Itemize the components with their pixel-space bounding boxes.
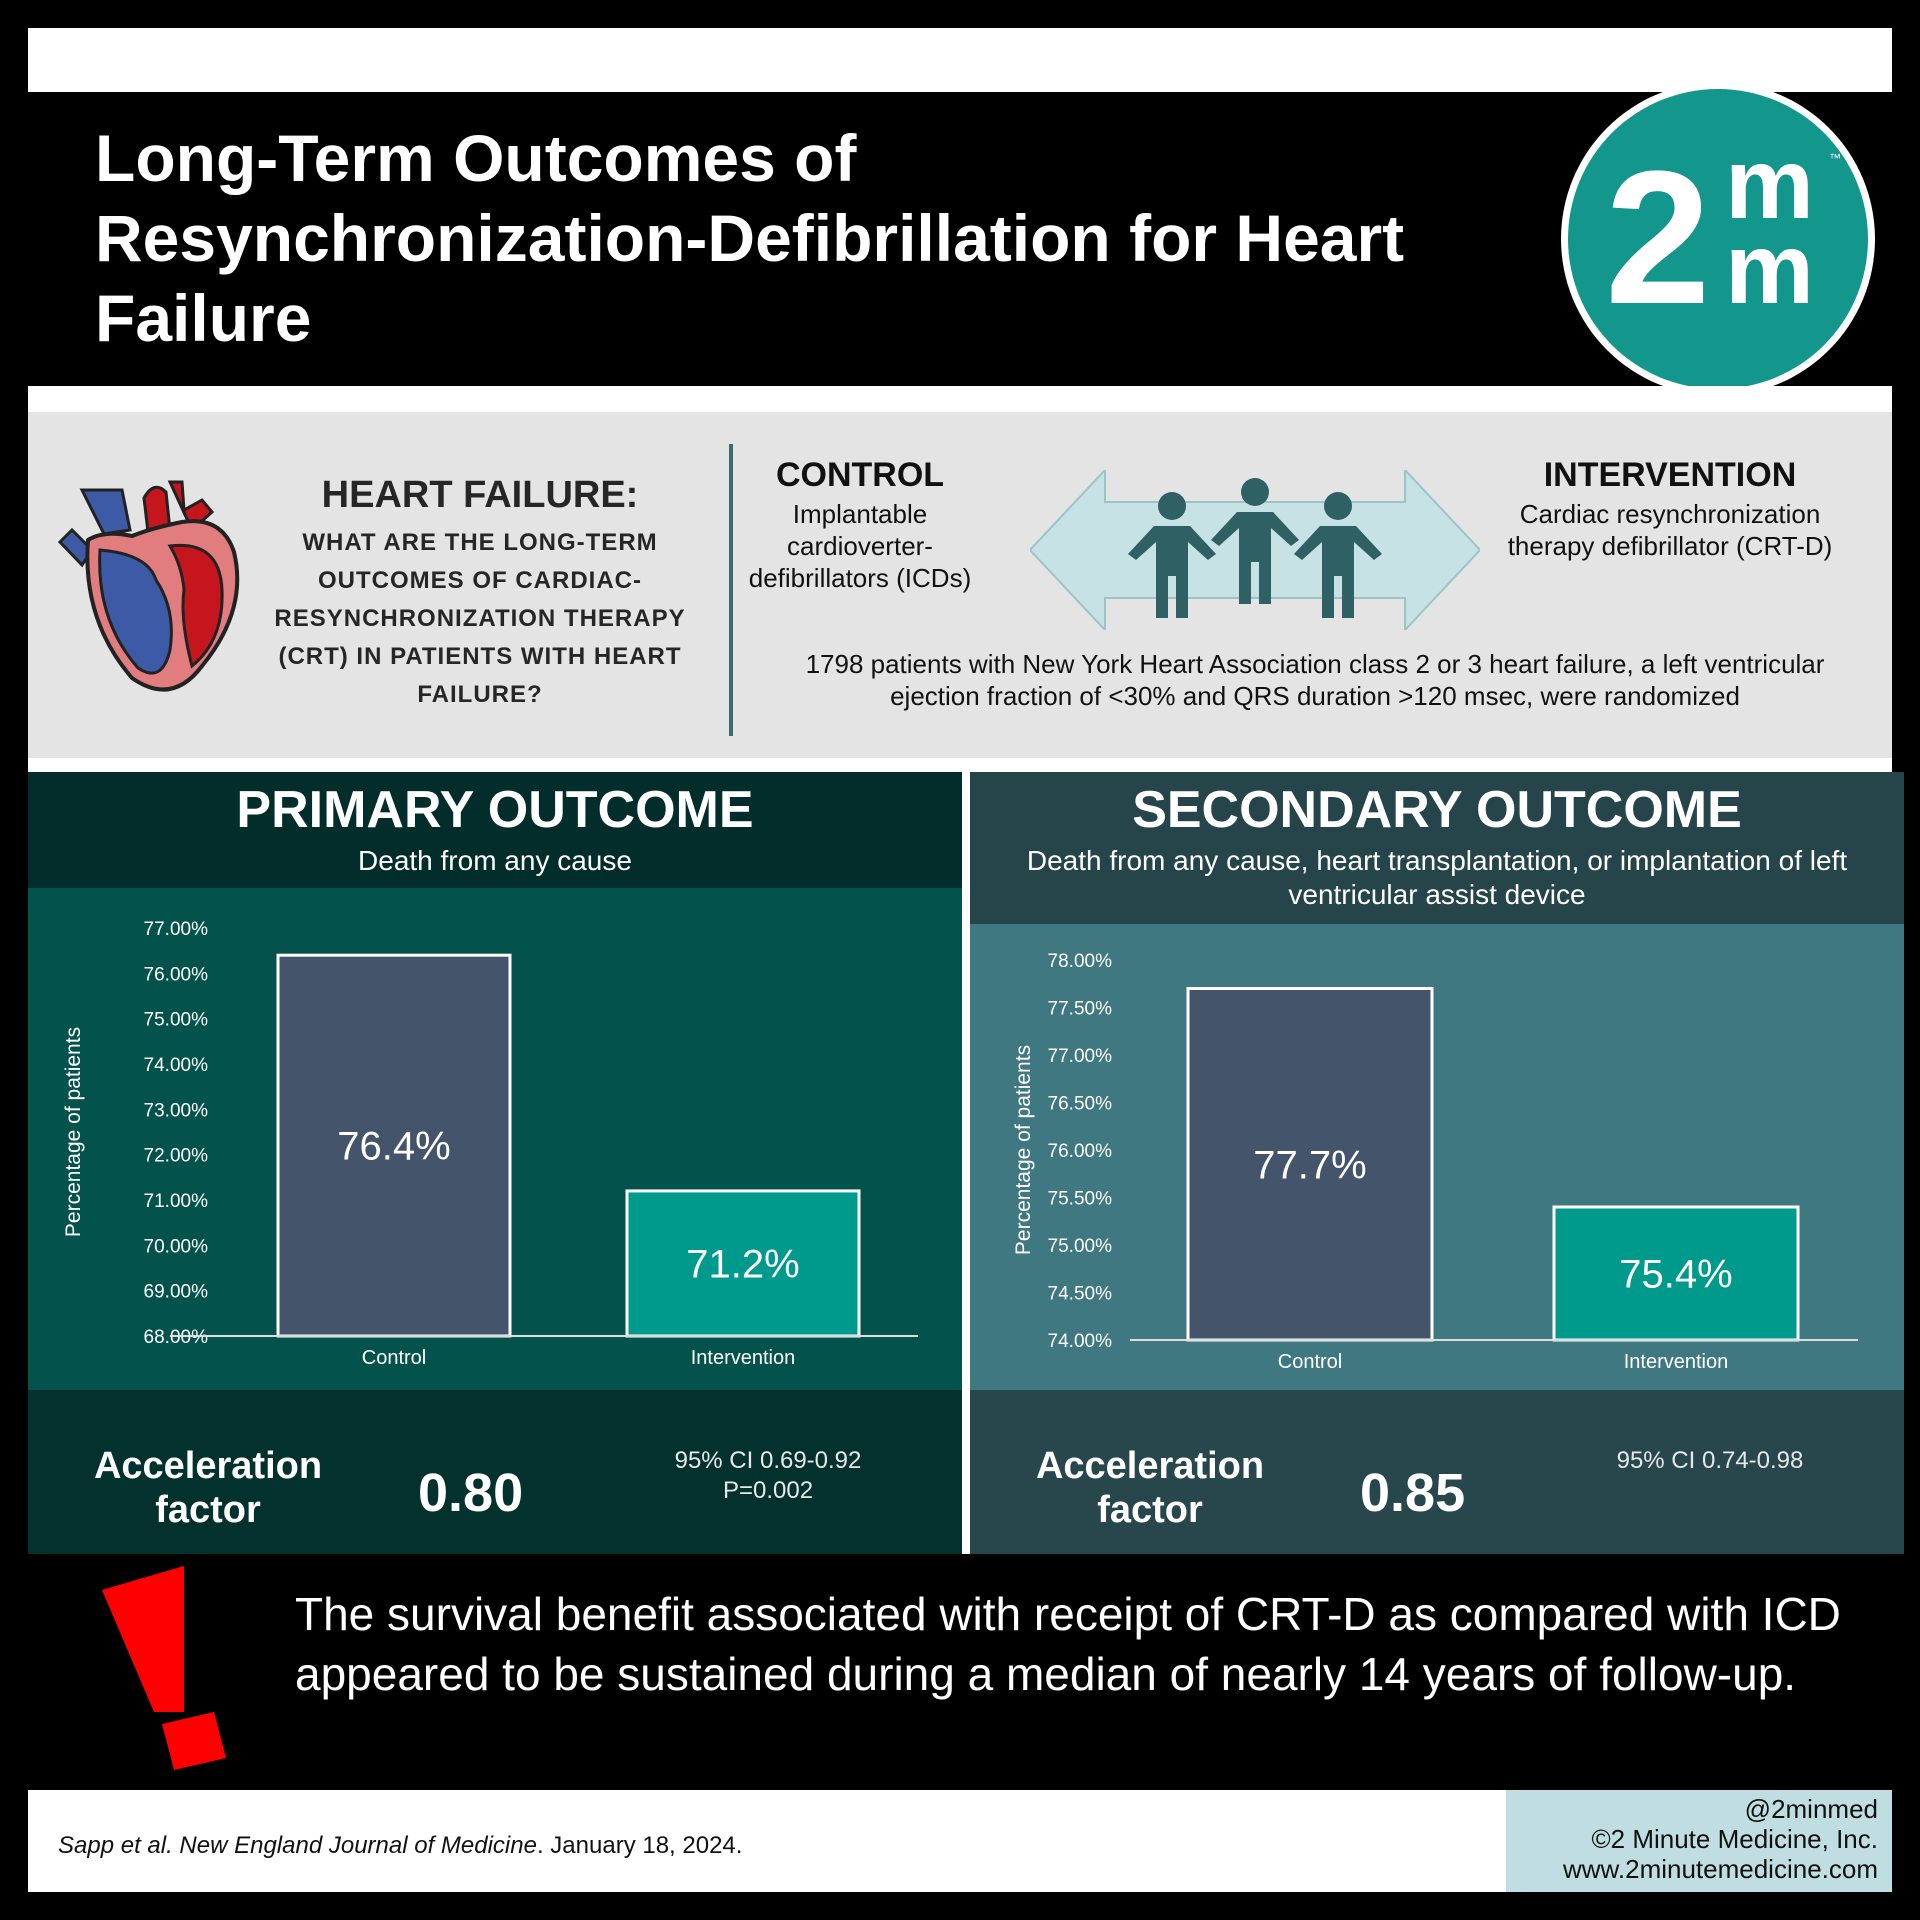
takeaway-box xyxy=(106,1562,1892,1788)
data-label: 71.2% xyxy=(686,1242,799,1286)
population-text: 1798 patients with New York Heart Associ… xyxy=(805,649,1825,711)
page-title: Long-Term Outcomes of Resynchronization-… xyxy=(95,121,1405,355)
y-tick-label: 73.00% xyxy=(144,1100,209,1121)
copyright: ©2 Minute Medicine, Inc. xyxy=(1591,1824,1878,1854)
x-tick-label: Control xyxy=(362,1347,426,1369)
x-tick-label: Intervention xyxy=(1624,1351,1729,1373)
secondary-outcome-title: SECONDARY OUTCOME xyxy=(1132,781,1742,839)
primary-acceleration-factor: Acceleration factor 0.80 95% CI 0.69-0.9… xyxy=(28,1390,962,1554)
y-tick-label: 74.00% xyxy=(1048,1331,1113,1352)
y-tick-label: 75.50% xyxy=(1048,1189,1113,1210)
p-value: P=0.002 xyxy=(722,1477,814,1504)
y-tick-label: 76.50% xyxy=(1048,1094,1113,1115)
y-tick-label: 70.00% xyxy=(144,1236,209,1257)
exclamation-icon xyxy=(102,1566,226,1770)
y-tick-label: 71.00% xyxy=(144,1191,209,1212)
question-title: HEART FAILURE: xyxy=(321,474,639,516)
data-label: 75.4% xyxy=(1619,1253,1732,1297)
ci-text: 95% CI 0.74-0.98 xyxy=(1616,1447,1804,1474)
intervention-description: Cardiac resynchronization therapy defibr… xyxy=(1507,499,1833,561)
control-title: CONTROL xyxy=(775,456,945,494)
citation-date: . January 18, 2024. xyxy=(536,1832,743,1859)
white-strip xyxy=(28,386,1892,412)
acceleration-factor-value: 0.80 xyxy=(418,1463,524,1523)
y-tick-label: 74.00% xyxy=(144,1055,209,1076)
primary-outcome-header: PRIMARY OUTCOME Death from any cause xyxy=(28,772,962,888)
intervention-title: INTERVENTION xyxy=(1543,456,1797,494)
credits-box: @2minmed ©2 Minute Medicine, Inc. www.2m… xyxy=(1506,1790,1892,1892)
panel-divider xyxy=(729,444,733,736)
2mm-logo: 2 m m ™ xyxy=(1561,82,1875,396)
bar-intervention xyxy=(625,1189,861,1338)
bar-intervention xyxy=(1552,1205,1800,1342)
confidence-interval: 95% CI 0.74-0.98 xyxy=(1570,1446,1850,1476)
secondary-acceleration-factor: Acceleration factor 0.85 95% CI 0.74-0.9… xyxy=(970,1390,1904,1554)
control-description: Implantable cardioverter-defibrillators … xyxy=(748,499,972,593)
primary-outcome-subtitle: Death from any cause xyxy=(358,845,632,876)
x-tick-label: Control xyxy=(1278,1351,1342,1373)
secondary-outcome-chart: 78.00% 77.50% 77.00% 76.50% 76.00% 75.50% 75.0… xyxy=(1012,951,1858,1373)
heart-icon xyxy=(57,480,240,692)
y-tick-label: 74.50% xyxy=(1048,1284,1113,1305)
white-strip xyxy=(28,758,1892,772)
y-axis-label: Percentage of patients xyxy=(1012,1045,1035,1255)
primary-outcome-chart: 77.00% 76.00% 75.00% 74.00% 73.00% 72.00% 71.0… xyxy=(62,919,918,1369)
bar-control xyxy=(1186,987,1434,1342)
y-tick-label: 76.00% xyxy=(144,964,209,985)
study-design-panel xyxy=(28,412,1892,758)
y-tick-label: 68.00% xyxy=(144,1327,209,1348)
svg-text:m: m xyxy=(1725,128,1814,240)
twitter-handle: @2minmed xyxy=(1744,1794,1878,1824)
svg-text:2: 2 xyxy=(1605,132,1711,344)
data-label: 76.4% xyxy=(337,1125,450,1169)
secondary-outcome-panel: SECONDARY OUTCOME Death from any cause, … xyxy=(970,772,1904,1554)
svg-text:m: m xyxy=(1725,213,1814,325)
y-axis-label: Percentage of patients xyxy=(62,1027,85,1237)
confidence-interval: 95% CI 0.69-0.92 P=0.002 xyxy=(628,1446,908,1506)
y-tick-label: 72.00% xyxy=(144,1146,209,1167)
y-tick-label: 75.00% xyxy=(1048,1236,1113,1257)
acceleration-factor-value: 0.85 xyxy=(1360,1463,1466,1523)
secondary-outcome-subtitle: Death from any cause, heart transplantat… xyxy=(1026,845,1848,910)
primary-outcome-title: PRIMARY OUTCOME xyxy=(236,781,754,839)
svg-text:™: ™ xyxy=(1829,151,1841,165)
y-tick-label: 77.00% xyxy=(144,919,209,940)
question-text: WHAT ARE THE LONG-TERM OUTCOMES OF CARDI… xyxy=(274,529,686,708)
panel-separator xyxy=(962,772,970,1554)
acceleration-factor-label: Acceleration factor xyxy=(93,1445,323,1531)
bar-control xyxy=(276,953,512,1338)
y-tick-label: 77.00% xyxy=(1048,1046,1113,1067)
takeaway-text: The survival benefit associated with rec… xyxy=(295,1588,1841,1700)
data-label: 77.7% xyxy=(1253,1143,1366,1187)
y-tick-label: 78.00% xyxy=(1048,951,1113,972)
citation-source: Sapp et al. New England Journal of Medic… xyxy=(58,1832,537,1859)
primary-outcome-panel: PRIMARY OUTCOME Death from any cause 77.… xyxy=(28,772,962,1554)
acceleration-factor-label: Acceleration factor xyxy=(1035,1445,1265,1531)
x-tick-label: Intervention xyxy=(691,1347,796,1369)
ci-text: 95% CI 0.69-0.92 xyxy=(674,1447,862,1474)
patients-arrow-icon xyxy=(1030,470,1480,630)
y-tick-label: 76.00% xyxy=(1048,1141,1113,1162)
y-tick-label: 77.50% xyxy=(1048,999,1113,1020)
website[interactable]: www.2minutemedicine.com xyxy=(1562,1854,1878,1884)
top-white-bar xyxy=(28,28,1892,92)
citation: Sapp et al. New England Journal of Medic… xyxy=(58,1832,742,1860)
y-tick-label: 75.00% xyxy=(144,1010,209,1031)
secondary-outcome-header: SECONDARY OUTCOME Death from any cause, … xyxy=(970,772,1904,924)
y-tick-label: 69.00% xyxy=(144,1282,209,1303)
